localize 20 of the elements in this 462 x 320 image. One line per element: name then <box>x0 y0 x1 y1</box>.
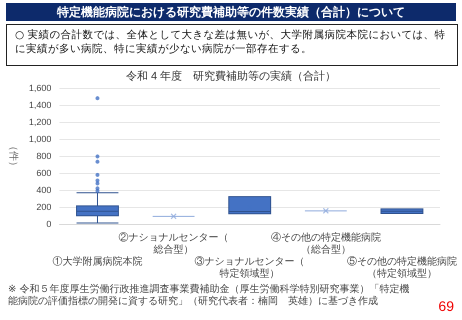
y-tick-label: 200 <box>36 202 52 212</box>
y-tick-label: 800 <box>36 151 52 161</box>
y-tick-label: 1,200 <box>28 117 52 127</box>
y-tick-label: 1,000 <box>28 134 52 144</box>
text: 特定機能病院における研究費補助等の件数実績（合計）について <box>6 3 456 21</box>
text: 69 <box>438 298 454 314</box>
x-tick-label: ③ナショナルセンター（特定領域型） <box>194 256 305 280</box>
y-tick-label: 400 <box>36 185 52 195</box>
text: ※ 令和５年度厚生労働行政推進調査事業費補助金（厚生労働科学特別研究事業）「特定機能病院の評価指標の開発に資する研究」（研究代表者：楠岡 英雄）に基づき作成 <box>8 284 411 307</box>
x-tick-label: ②ナショナルセンター（総合型） <box>118 232 229 256</box>
y-tick-label: 1,400 <box>28 100 52 110</box>
chart-subtitle: ○ 実績の合計数では、全体として大きな差は無いが、大学附属病院本院においては、特に実績が多い病院、特に実績が少ない病院が一部存在する。 <box>6 24 458 66</box>
x-tick-label: ⑤その他の特定機能病院（特定領域型） <box>346 256 457 280</box>
x-tick-label: ①大学附属病院本院 <box>52 256 142 268</box>
y-tick-label: 1,600 <box>28 83 52 93</box>
y-tick-label: 0 <box>46 219 52 229</box>
y-tick-label: 600 <box>36 168 52 178</box>
x-tick-label: ④その他の特定機能病院（総合型） <box>270 232 381 256</box>
y-axis-title: （件） <box>8 141 18 171</box>
chart-title: 令和 4 年度 研究費補助等の実績（合計） <box>126 70 336 82</box>
